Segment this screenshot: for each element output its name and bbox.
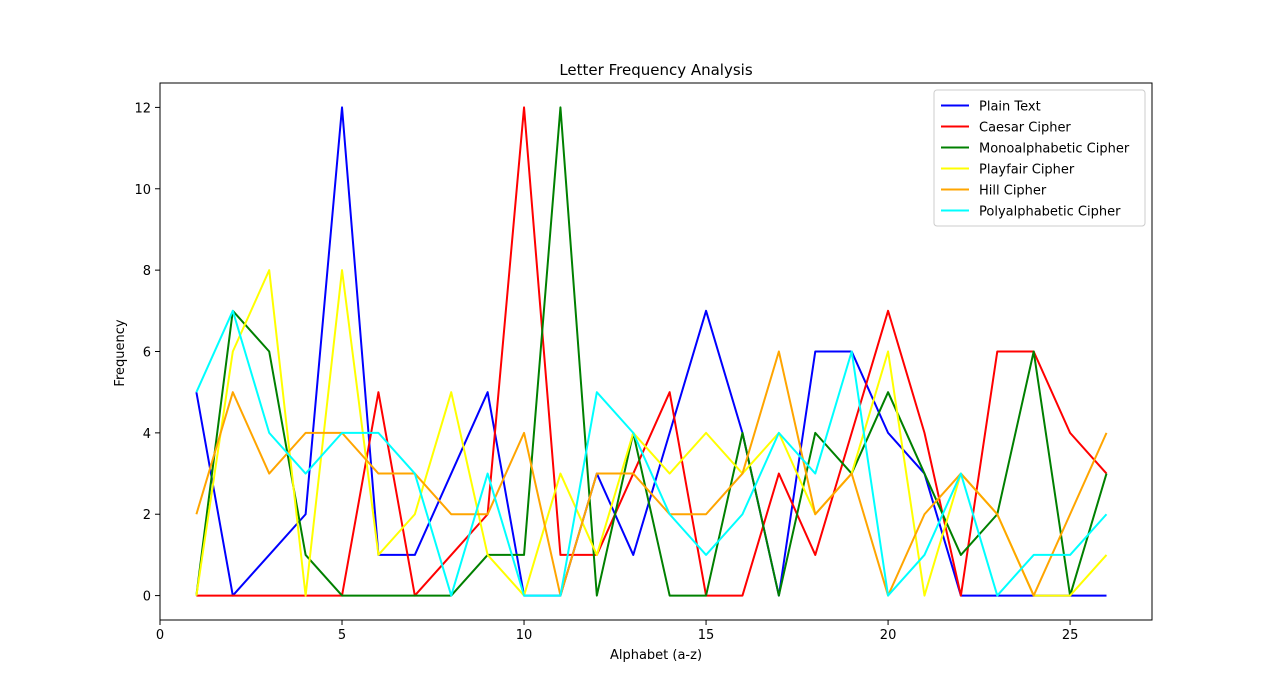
y-tick-label: 2 (143, 508, 151, 523)
x-axis-label: Alphabet (a-z) (610, 648, 702, 663)
legend-entry-label: Caesar Cipher (979, 121, 1071, 136)
x-tick-label: 0 (156, 628, 164, 643)
plot-area: 0 5 10 15 20 25 0 2 4 6 8 10 12 (134, 82, 1153, 643)
legend: Plain Text Caesar Cipher Monoalphabetic Ci… (933, 89, 1146, 227)
y-tick-label: 6 (143, 346, 151, 361)
x-tick-label: 25 (1062, 628, 1079, 643)
legend-box (933, 89, 1146, 227)
series-line-6 (195, 309, 1108, 597)
legend-entry-label: Monoalphabetic Cipher (979, 142, 1130, 157)
y-tick-label: 12 (134, 101, 151, 116)
x-tick-label: 20 (880, 628, 897, 643)
y-tick-label: 8 (143, 264, 151, 279)
x-tick-label: 15 (698, 628, 715, 643)
legend-entry-label: Hill Cipher (979, 184, 1047, 199)
y-tick-label: 0 (143, 590, 151, 605)
legend-entry-label: Polyalphabetic Cipher (979, 205, 1121, 220)
y-tick-label: 10 (134, 183, 151, 198)
series-lines (195, 106, 1108, 597)
y-axis-label: Frequency (113, 319, 128, 386)
series-line-2 (196, 106, 1108, 597)
series-line-5 (195, 350, 1108, 597)
chart-title: Letter Frequency Analysis (559, 61, 752, 79)
x-tick-label: 10 (516, 628, 533, 643)
x-tick-label: 5 (338, 628, 346, 643)
series-line-4 (195, 269, 1108, 597)
series-line-3 (195, 106, 1108, 597)
legend-entry-label: Plain Text (979, 100, 1041, 115)
legend-entry-label: Playfair Cipher (979, 163, 1075, 178)
y-tick-label: 4 (143, 427, 151, 442)
